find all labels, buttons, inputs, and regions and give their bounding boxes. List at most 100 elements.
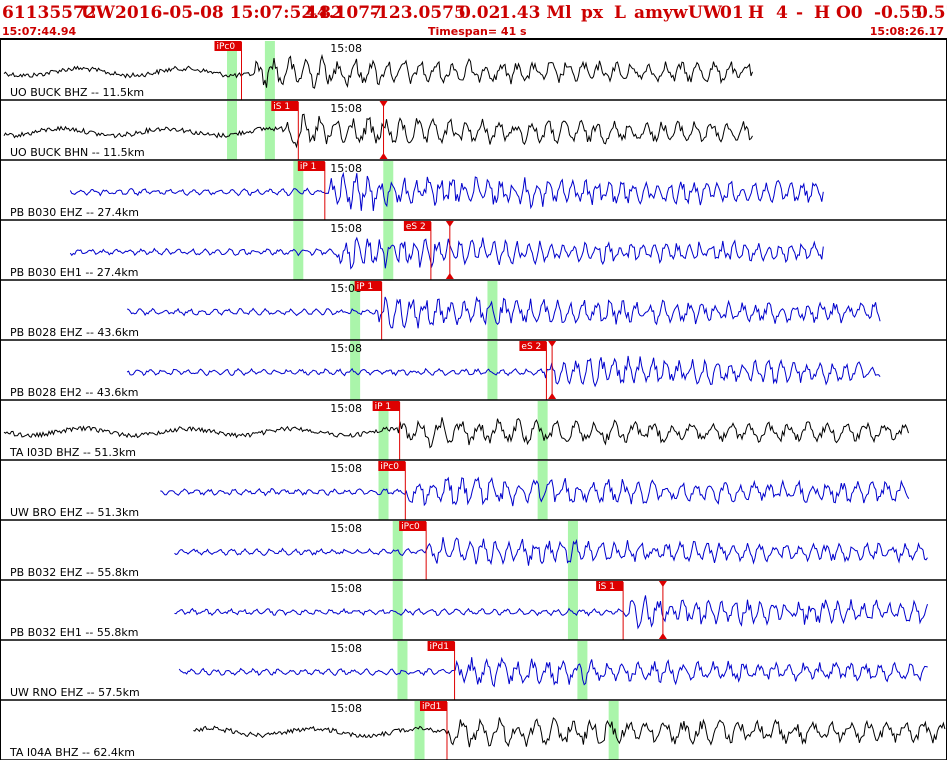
waveform-trace[interactable]: [69, 236, 824, 270]
pick-window[interactable]: [264, 41, 275, 100]
pick-window[interactable]: [567, 521, 578, 580]
pick-flag[interactable]: [378, 461, 406, 471]
pick-window[interactable]: [537, 461, 548, 520]
event-magnitude: 1.43 Ml: [499, 3, 572, 23]
event-latitude: 44.1077: [305, 3, 382, 23]
trace-panel[interactable]: 15:08 iPd1 UW RNO EHZ -- 57.5km: [0, 641, 947, 701]
station-channel-label: PB B030 EHZ -- 27.4km: [10, 206, 139, 219]
network-code: UW: [81, 3, 115, 23]
pick-phase-label: iP 1: [375, 402, 392, 412]
pick-window[interactable]: [577, 641, 588, 700]
pick-flag[interactable]: [297, 161, 325, 171]
timespan-label: Timespan= 41 s: [428, 25, 527, 38]
station-channel-label: PB B028 EH2 -- 43.6km: [10, 386, 138, 399]
event-summary-line: 61135572 UW 2016-05-08 15:07:52.82 44.10…: [2, 3, 947, 23]
trace-panel[interactable]: 15:08 iP 1 TA I03D BHZ -- 51.3km: [0, 401, 947, 461]
pick-phase-label: iPd1: [430, 642, 449, 652]
station-channel-label: PB B028 EHZ -- 43.6km: [10, 326, 139, 339]
station-channel-label: TA I04A BHZ -- 62.4km: [9, 746, 135, 759]
pick-window[interactable]: [487, 281, 498, 340]
pick-phase-label: iS 1: [598, 582, 615, 592]
time-tick-label: 15:08: [330, 102, 362, 115]
time-tick-label: 15:08: [330, 582, 362, 595]
pick-window[interactable]: [567, 581, 578, 640]
pick-phase-label: eS 2: [521, 342, 541, 352]
time-tick-label: 15:08: [330, 222, 362, 235]
pick-flag[interactable]: [519, 341, 547, 351]
pick-phase-label: iPc0: [401, 522, 420, 532]
header-divider: [0, 38, 947, 40]
origin-version: 01: [720, 3, 744, 23]
pick-window[interactable]: [227, 41, 238, 100]
predicted-pick-bottom-arrow: [548, 393, 557, 399]
station-channel-label: UO BUCK BHN -- 11.5km: [10, 146, 145, 159]
waveform-trace[interactable]: [126, 355, 881, 388]
waveform-trace[interactable]: [3, 113, 753, 149]
time-tick-label: 15:08: [330, 642, 362, 655]
pick-window[interactable]: [350, 341, 361, 400]
pick-window[interactable]: [392, 581, 403, 640]
predicted-pick-bottom-arrow: [445, 273, 454, 279]
pick-flag[interactable]: [596, 581, 624, 591]
waveform-trace[interactable]: [126, 296, 881, 329]
station-channel-label: PB B030 EH1 -- 27.4km: [10, 266, 138, 279]
pick-window[interactable]: [537, 401, 548, 460]
trace-panel[interactable]: 15:08 eS 2 PB B028 EH2 -- 43.6km: [0, 341, 947, 401]
waveform-trace[interactable]: [3, 417, 909, 449]
pick-phase-label: eS 2: [406, 222, 426, 232]
pick-flag[interactable]: [214, 41, 242, 51]
station-channel-label: UO BUCK BHZ -- 11.5km: [10, 86, 144, 99]
origin-count: 4: [776, 3, 788, 23]
waveform-trace[interactable]: [160, 476, 910, 507]
waveform-trace[interactable]: [174, 595, 928, 630]
pick-flag[interactable]: [354, 281, 382, 291]
waveform-trace[interactable]: [193, 717, 946, 748]
time-tick-label: 15:08: [330, 342, 362, 355]
pick-phase-label: iPd1: [422, 702, 441, 712]
pick-window[interactable]: [293, 161, 304, 220]
trace-panel[interactable]: 15:08 iPd1 TA I04A BHZ -- 62.4km: [0, 701, 947, 760]
trace-panel[interactable]: 15:08 iPc0 PB B032 EHZ -- 55.8km: [0, 521, 947, 581]
pick-phase-label: iPc0: [216, 42, 235, 52]
pick-phase-label: iS 1: [273, 102, 290, 112]
event-id: 61135572: [2, 3, 97, 23]
waveform-trace[interactable]: [174, 537, 928, 566]
pick-flag[interactable]: [271, 101, 299, 111]
waveform-trace[interactable]: [3, 53, 753, 89]
event-author: amyw: [634, 3, 688, 23]
pick-flag[interactable]: [399, 521, 427, 531]
pick-flag[interactable]: [427, 641, 455, 651]
window-start-time: 15:07:44.94: [2, 25, 77, 38]
event-status: px: [581, 3, 604, 23]
pick-window[interactable]: [293, 221, 304, 280]
waveform-trace[interactable]: [69, 171, 824, 212]
pick-window[interactable]: [264, 101, 275, 160]
pick-window[interactable]: [414, 701, 425, 760]
trace-panel[interactable]: 15:08 iS 1 UO BUCK BHN -- 11.5km: [0, 101, 947, 161]
trace-panel[interactable]: 15:08 eS 2 PB B030 EH1 -- 27.4km: [0, 221, 947, 281]
origin-flag: H: [748, 3, 765, 23]
pick-phase-label: iP 1: [357, 282, 374, 292]
origin-quality: H O0: [814, 3, 863, 23]
pick-window[interactable]: [378, 401, 389, 460]
pick-window[interactable]: [487, 341, 498, 400]
origin-network: UW: [688, 3, 722, 23]
waveform-trace[interactable]: [178, 656, 928, 688]
event-type: L: [614, 3, 626, 23]
pick-flag[interactable]: [419, 701, 447, 711]
trace-panel[interactable]: 15:08 iPc0 UW BRO EHZ -- 51.3km: [0, 461, 947, 521]
pick-flag[interactable]: [403, 221, 431, 231]
predicted-pick-top-arrow: [658, 581, 667, 587]
pick-window[interactable]: [227, 101, 238, 160]
pick-flag[interactable]: [372, 401, 400, 411]
station-channel-label: PB B032 EH1 -- 55.8km: [10, 626, 138, 639]
seismogram-panels[interactable]: 15:08 iPc0 UO BUCK BHZ -- 11.5km 15:08 iS 1 U…: [0, 40, 947, 760]
pick-window[interactable]: [378, 461, 389, 520]
pick-window[interactable]: [383, 161, 394, 220]
value-a: -0.55: [874, 3, 923, 23]
trace-panel[interactable]: 15:08 iS 1 PB B032 EH1 -- 55.8km: [0, 581, 947, 641]
pick-window[interactable]: [608, 701, 619, 760]
trace-panel[interactable]: 15:08 iPc0 UO BUCK BHZ -- 11.5km: [0, 41, 947, 101]
trace-panel[interactable]: 15:08 iP 1 PB B030 EHZ -- 27.4km: [0, 161, 947, 221]
